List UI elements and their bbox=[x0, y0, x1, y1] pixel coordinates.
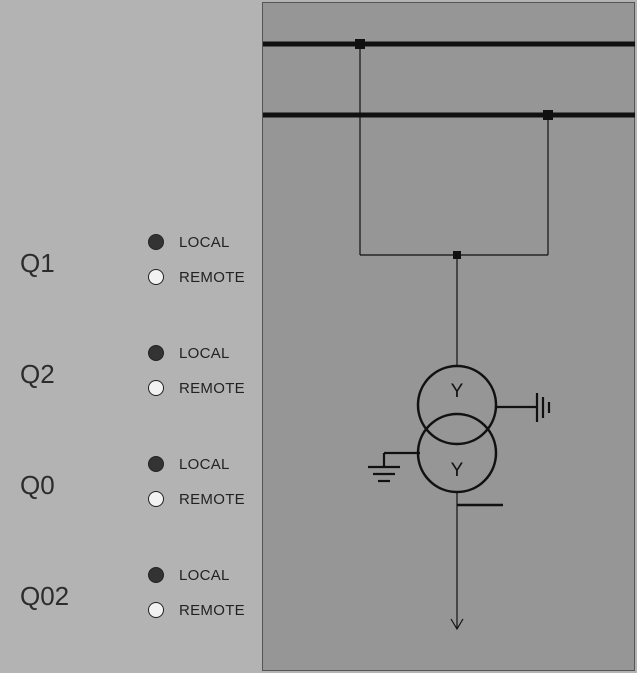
secondary-winding-symbol: Y bbox=[451, 460, 464, 481]
breaker-row-q2: Q2 LOCAL REMOTE bbox=[0, 343, 262, 423]
control-panel: Q1 LOCAL REMOTE Q2 LOCAL REMOTE Q0 LOCAL… bbox=[0, 0, 263, 673]
q1-remote-radio[interactable] bbox=[148, 269, 164, 285]
primary-winding-symbol: Y bbox=[451, 381, 464, 402]
q0-local-option[interactable]: LOCAL bbox=[148, 454, 230, 474]
q1-local-radio[interactable] bbox=[148, 234, 164, 250]
q02-remote-label: REMOTE bbox=[179, 601, 245, 619]
q2-local-option[interactable]: LOCAL bbox=[148, 343, 230, 363]
q0-local-radio[interactable] bbox=[148, 456, 164, 472]
q2-remote-radio[interactable] bbox=[148, 380, 164, 396]
q1-remote-option[interactable]: REMOTE bbox=[148, 267, 245, 287]
q2-local-label: LOCAL bbox=[179, 344, 230, 362]
breaker-label-q2: Q2 bbox=[20, 359, 55, 389]
outgoing-arrow-icon bbox=[450, 618, 464, 631]
q02-local-label: LOCAL bbox=[179, 566, 230, 584]
breaker-label-q02: Q02 bbox=[20, 581, 70, 611]
q0-remote-label: REMOTE bbox=[179, 490, 245, 508]
primary-ground-icon bbox=[496, 393, 551, 422]
transformer-primary-winding bbox=[416, 364, 498, 446]
breaker-row-q02: Q02 LOCAL REMOTE bbox=[0, 565, 262, 645]
secondary-ground-icon bbox=[368, 451, 420, 483]
q02-remote-radio[interactable] bbox=[148, 602, 164, 618]
breaker-label-q0: Q0 bbox=[20, 470, 55, 500]
q2-remote-label: REMOTE bbox=[179, 379, 245, 397]
q0-remote-radio[interactable] bbox=[148, 491, 164, 507]
breaker-label-q1: Q1 bbox=[20, 248, 55, 278]
breaker-row-q0: Q0 LOCAL REMOTE bbox=[0, 454, 262, 534]
breaker-row-q1: Q1 LOCAL REMOTE bbox=[0, 232, 262, 312]
q02-remote-option[interactable]: REMOTE bbox=[148, 600, 245, 620]
q02-local-option[interactable]: LOCAL bbox=[148, 565, 230, 585]
q0-remote-option[interactable]: REMOTE bbox=[148, 489, 245, 509]
q0-local-label: LOCAL bbox=[179, 455, 230, 473]
q1-local-label: LOCAL bbox=[179, 233, 230, 251]
q1-remote-label: REMOTE bbox=[179, 268, 245, 286]
q2-local-radio[interactable] bbox=[148, 345, 164, 361]
q02-local-radio[interactable] bbox=[148, 567, 164, 583]
q1-local-option[interactable]: LOCAL bbox=[148, 232, 230, 252]
q2-remote-option[interactable]: REMOTE bbox=[148, 378, 245, 398]
